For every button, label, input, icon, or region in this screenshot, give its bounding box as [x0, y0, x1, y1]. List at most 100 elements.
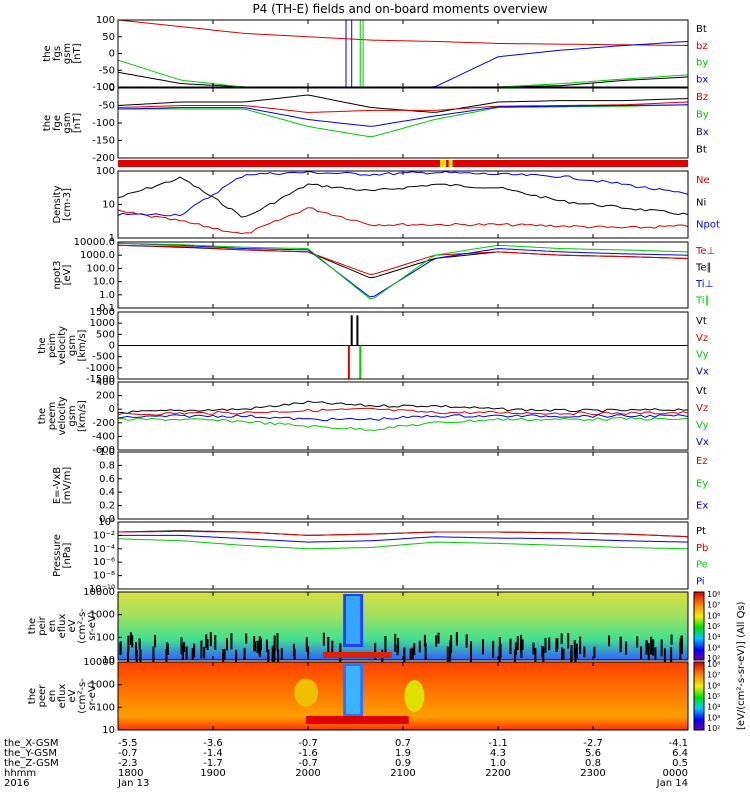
y-label-line: velocity	[57, 326, 68, 365]
footer-value: 0000	[663, 768, 688, 779]
spectrogram-noise	[183, 642, 186, 653]
footer-value: Jan 13	[117, 778, 149, 789]
spectrogram-noise	[455, 632, 458, 646]
spectrogram-noise	[499, 643, 502, 658]
footer-value: 0.7	[395, 738, 411, 749]
trace-red	[117, 101, 689, 114]
y-label-line: en	[47, 620, 58, 633]
colorbar-tick: 10⁴	[707, 633, 720, 642]
spectrogram-noise	[307, 646, 310, 658]
footer-value: -1.1	[488, 738, 508, 749]
y-tick-label: 10000.0	[74, 237, 115, 248]
spectrogram-noise	[235, 649, 238, 666]
y-label-line: en	[47, 690, 58, 703]
y-label-line: gsm	[62, 43, 73, 64]
spectrogram-feature	[306, 716, 409, 724]
spectrogram-noise	[256, 640, 259, 653]
y-label-line: [nPa]	[62, 542, 73, 568]
y-tick-label: 1.0	[99, 447, 115, 458]
y-axis-label: the peir en eflux eV (cm²-s-sr-eV)	[27, 608, 98, 644]
y-tick-label: -150	[92, 136, 115, 147]
spectrogram-noise	[516, 636, 519, 651]
panel-peem: 400 200 0 -200 -400 -600 the peem velocity gsm [km…	[37, 377, 709, 456]
spectrogram-noise	[272, 645, 275, 663]
trace-green	[117, 416, 689, 432]
footer-value: 0.8	[585, 758, 601, 769]
y-label-line: Density	[52, 185, 63, 223]
legend-bx: bx	[696, 74, 708, 85]
spectrogram-noise	[437, 632, 440, 644]
footer-value: 0.5	[672, 758, 688, 769]
spectrogram-noise	[166, 643, 169, 655]
spectrogram-noise	[200, 640, 203, 659]
footer-value: -5.5	[118, 738, 138, 749]
spectrogram-noise	[560, 633, 563, 645]
legend-By: By	[696, 110, 709, 121]
trace-black	[117, 400, 689, 415]
legend-Ti⊥: Ti⊥	[695, 279, 713, 290]
spectrogram-noise	[520, 641, 523, 658]
footer-value: -1.7	[203, 758, 223, 769]
colorbar-tick: 10⁷	[707, 601, 720, 610]
y-label-line: the	[37, 408, 48, 424]
colorbar-scale	[693, 661, 705, 731]
spectrogram-noise	[138, 638, 141, 650]
legend-Pb: Pb	[696, 543, 708, 554]
y-tick-label: 1500	[90, 307, 115, 318]
panel-frame	[117, 170, 689, 239]
y-label-line: the	[27, 688, 38, 704]
y-label-line: [km/s]	[77, 400, 88, 432]
y-tick-label: 1000	[90, 318, 115, 329]
spectrogram-noise	[625, 641, 628, 655]
spectrogram-noise	[449, 647, 452, 662]
y-tick-label: -100	[92, 82, 115, 93]
spectrogram-noise	[575, 643, 578, 659]
colorbar-tick: 10³	[707, 713, 720, 722]
spectrogram-noise	[619, 637, 622, 653]
spectrogram-noise	[243, 647, 246, 661]
spectrogram-noise	[680, 635, 683, 649]
y-tick-label: 100	[96, 166, 115, 177]
legend-Bt: Bt	[696, 24, 707, 35]
footer-row-label: hhmm	[4, 768, 36, 779]
y-axis-label: Density [cm-3]	[52, 185, 73, 223]
spectrogram-noise	[446, 646, 449, 663]
spectrogram-noise	[131, 635, 134, 648]
y-tick-label: 10⁻¹⁰	[89, 584, 115, 595]
legend-Vy: Vy	[696, 350, 709, 361]
y-tick-label: 0	[109, 404, 115, 415]
legend-Bx: Bx	[696, 127, 709, 138]
spectrogram-noise	[465, 634, 468, 648]
footer-value: 2200	[485, 768, 510, 779]
spectrogram-noise	[573, 640, 576, 658]
y-label-line: npot3	[52, 260, 63, 289]
y-label-line: peim	[47, 333, 58, 358]
y-label-line: fgs	[52, 46, 63, 61]
colorbar-tick: 10³	[707, 643, 720, 652]
spectrogram-noise	[509, 638, 512, 655]
y-label-line: fge	[52, 115, 63, 131]
spectrogram-noise	[561, 647, 564, 661]
y-tick-label: 500	[96, 329, 115, 340]
spectrogram-noise	[223, 648, 226, 661]
panel-bar	[118, 160, 688, 167]
spectrogram-noise	[205, 634, 208, 648]
trace-red	[117, 244, 689, 275]
y-tick-label: -1000	[86, 363, 115, 374]
spectrogram-noise	[245, 633, 248, 644]
spectrogram-noise	[265, 639, 268, 653]
panel-temp: 10000.0 1000.0 100.0 10.0 1.0 0.1 npot3 [eV] Te⊥…	[52, 237, 715, 314]
spectrogram-noise	[127, 635, 130, 652]
legend-Ez: Ez	[696, 456, 708, 467]
footer-value: 2100	[390, 768, 415, 779]
panel-peer: 10000 1000 100 10 the peer en eflux eV (cm²-s-sr-…	[27, 657, 689, 736]
y-label-line: velocity	[57, 396, 68, 435]
panel-frame	[117, 451, 689, 520]
y-axis-label: the fge gsm [nT]	[42, 112, 83, 133]
spectrogram-noise	[650, 636, 653, 655]
footer-row-label: the_Y-GSM	[4, 748, 57, 759]
spectrogram-noise	[652, 639, 655, 656]
spectrogram-noise	[394, 633, 397, 652]
